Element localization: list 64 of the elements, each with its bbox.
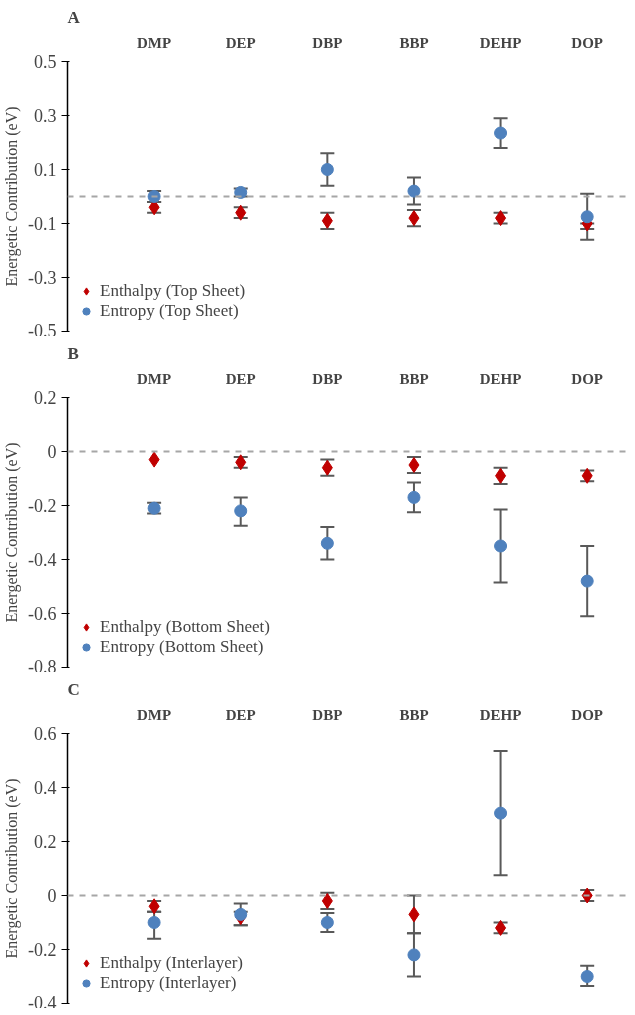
point (407, 184, 421, 198)
x-tick-label: BBP (399, 706, 429, 723)
x-tick-label: DEP (225, 34, 256, 51)
x-tick-label: DMP (137, 34, 172, 51)
point (148, 451, 160, 468)
point (580, 210, 594, 224)
y-tick-label: -0.1 (28, 214, 57, 234)
point (234, 504, 248, 518)
y-tick-label: -0.2 (28, 496, 57, 516)
legend-label: Entropy (Top Sheet) (100, 301, 239, 321)
chart-title: C (67, 679, 80, 699)
x-tick-label: DOP (571, 34, 604, 51)
y-tick-label: -0.5 (28, 320, 57, 341)
y-tick-label: -0.2 (28, 940, 57, 960)
y-axis-title: Energetic Contribution (eV) (3, 778, 22, 959)
legend-label: Enthalpy (Bottom Sheet) (100, 617, 270, 637)
x-tick-label: DMP (137, 370, 172, 387)
point (320, 916, 334, 929)
x-tick-label: DBP (312, 370, 343, 387)
legend-label: Entropy (Bottom Sheet) (100, 637, 264, 657)
legend-label: Enthalpy (Top Sheet) (100, 281, 246, 301)
y-tick-label: -0.3 (28, 268, 57, 288)
point (408, 906, 420, 923)
y-tick-label: 0.2 (34, 832, 57, 852)
point (494, 806, 508, 820)
y-tick-label: 0.1 (34, 160, 57, 180)
x-tick-label: DEP (225, 370, 256, 387)
y-tick-label: 0.4 (34, 778, 57, 798)
y-tick-label: 0.6 (34, 724, 57, 744)
point (407, 490, 421, 504)
x-tick-label: DOP (571, 706, 604, 723)
point (407, 948, 421, 962)
point (320, 163, 334, 176)
legend-label: Entropy (Interlayer) (100, 973, 237, 993)
y-tick-label: -0.6 (28, 604, 57, 624)
chart-title: B (67, 343, 79, 363)
x-tick-label: DBP (312, 34, 343, 51)
x-tick-label: BBP (399, 34, 429, 51)
y-tick-label: 0 (47, 886, 57, 906)
chart-title: A (67, 7, 81, 27)
y-tick-label: -0.4 (28, 550, 57, 570)
x-tick-label: BBP (399, 370, 429, 387)
point (494, 539, 508, 553)
y-tick-label: -0.8 (28, 656, 57, 677)
point (580, 574, 594, 588)
y-axis-title: Energetic Contribution (eV) (3, 442, 22, 623)
x-tick-label: DMP (137, 706, 172, 723)
point (320, 536, 334, 550)
x-tick-label: DEP (225, 706, 256, 723)
x-tick-label: DEHP (479, 370, 522, 387)
y-tick-label: -0.4 (28, 992, 57, 1013)
point (147, 916, 161, 929)
x-tick-label: DEHP (479, 34, 522, 51)
y-tick-label: 0.3 (34, 106, 57, 126)
y-axis-title: Energetic Contribution (eV) (3, 106, 22, 287)
y-tick-label: 0 (47, 442, 57, 462)
x-tick-label: DBP (312, 706, 343, 723)
y-tick-label: 0.2 (34, 388, 57, 408)
x-tick-label: DOP (571, 370, 604, 387)
point (494, 126, 508, 140)
y-tick-label: 0.5 (34, 52, 57, 72)
point (580, 970, 594, 983)
legend-label: Enthalpy (Interlayer) (100, 953, 244, 973)
x-tick-label: DEHP (479, 706, 522, 723)
